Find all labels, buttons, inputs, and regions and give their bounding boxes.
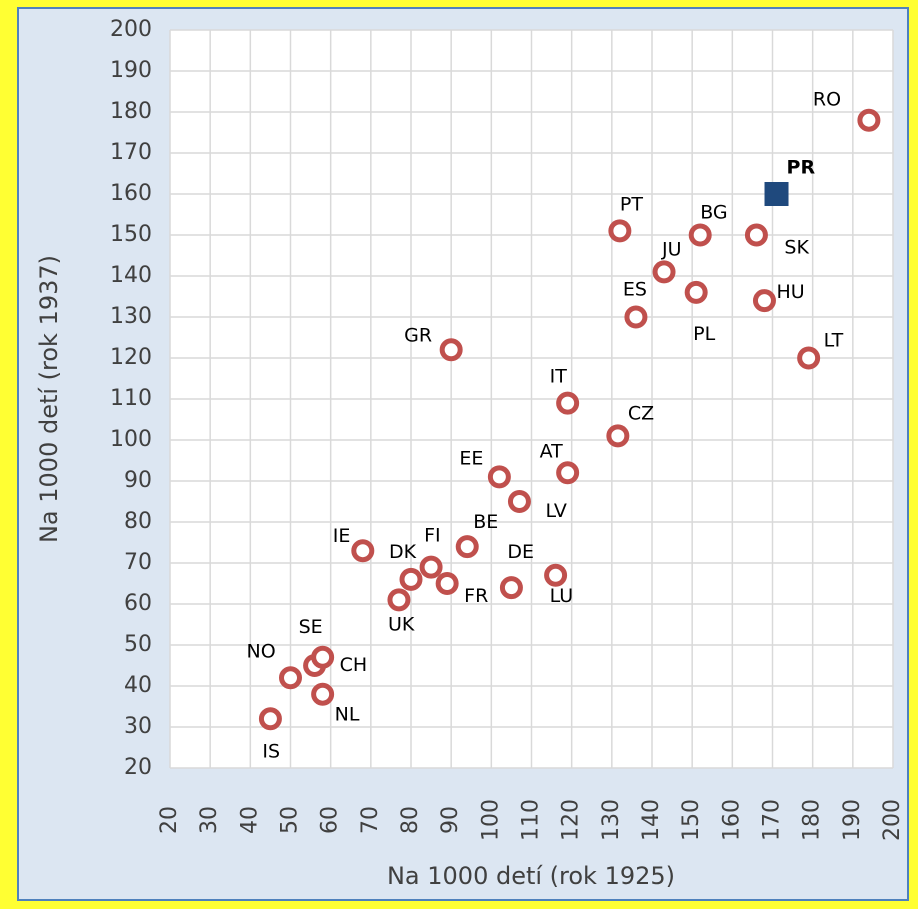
point bbox=[387, 588, 411, 612]
x-tick-label: 110 bbox=[519, 799, 544, 841]
y-tick-label: 60 bbox=[124, 591, 152, 616]
y-axis-title: Na 1000 detí (rok 1937) bbox=[35, 255, 63, 543]
point-label: NL bbox=[335, 704, 360, 726]
point bbox=[351, 539, 375, 563]
point-label: PR bbox=[787, 157, 816, 179]
point bbox=[507, 490, 531, 513]
x-tick-label: 190 bbox=[840, 799, 865, 841]
y-tick-label: 180 bbox=[110, 99, 152, 124]
point-label: UK bbox=[388, 613, 415, 635]
x-axis-title: Na 1000 detí (rok 1925) bbox=[387, 862, 675, 890]
y-tick-label: 20 bbox=[124, 755, 152, 780]
x-tick-label: 180 bbox=[800, 799, 825, 841]
y-tick-label: 170 bbox=[110, 140, 152, 165]
point bbox=[857, 108, 881, 132]
point bbox=[608, 219, 632, 243]
x-tick-label: 90 bbox=[438, 806, 463, 834]
x-tick-label: 130 bbox=[599, 799, 624, 841]
x-tick-label: 60 bbox=[318, 806, 343, 834]
point bbox=[544, 563, 568, 587]
y-tick-label: 130 bbox=[110, 304, 152, 329]
x-tick-label: 140 bbox=[639, 799, 664, 841]
point bbox=[279, 666, 302, 690]
y-tick-label: 100 bbox=[110, 427, 152, 452]
point bbox=[258, 707, 282, 731]
point bbox=[499, 576, 523, 600]
point-label: LV bbox=[545, 500, 567, 522]
point-label: HU bbox=[776, 281, 804, 303]
point-label: LU bbox=[550, 585, 574, 607]
point-label: BG bbox=[700, 202, 727, 224]
point-label: IS bbox=[262, 740, 280, 762]
point bbox=[606, 424, 630, 448]
point-label: NO bbox=[247, 640, 276, 662]
point-label: AT bbox=[540, 440, 564, 462]
point bbox=[435, 572, 459, 595]
point-label: ES bbox=[623, 279, 647, 301]
point bbox=[752, 289, 776, 313]
point-label: JU bbox=[661, 238, 682, 260]
point-label: FR bbox=[464, 585, 488, 607]
y-tick-label: 50 bbox=[124, 632, 152, 657]
y-tick-label: 30 bbox=[124, 714, 152, 739]
point bbox=[556, 391, 580, 415]
y-tick-label: 150 bbox=[110, 222, 152, 247]
point bbox=[556, 461, 580, 485]
point-label: PT bbox=[620, 193, 643, 215]
point-label: BE bbox=[473, 511, 498, 533]
point bbox=[399, 567, 423, 591]
point-label: IE bbox=[333, 525, 351, 547]
point-label: EE bbox=[459, 447, 483, 469]
point bbox=[439, 338, 463, 362]
x-tick-label: 200 bbox=[880, 799, 905, 841]
point-label: RO bbox=[813, 89, 841, 111]
point-label: IT bbox=[550, 366, 568, 388]
x-tick-label: 160 bbox=[719, 799, 744, 841]
point bbox=[744, 223, 768, 247]
point-label: DK bbox=[389, 541, 417, 563]
point-label: FI bbox=[424, 525, 441, 547]
point bbox=[684, 280, 708, 304]
y-tick-label: 160 bbox=[110, 181, 152, 206]
y-tick-label: 90 bbox=[124, 468, 152, 493]
point-label: GR bbox=[404, 324, 432, 346]
point bbox=[797, 346, 821, 370]
x-tick-label: 150 bbox=[679, 799, 704, 841]
point bbox=[311, 645, 335, 669]
x-tick-label: 40 bbox=[237, 806, 262, 834]
point bbox=[764, 182, 789, 206]
y-tick-label: 70 bbox=[124, 550, 152, 575]
point bbox=[652, 260, 676, 284]
point-label: LT bbox=[824, 330, 844, 352]
point-label: PL bbox=[693, 323, 715, 345]
x-tick-label: 20 bbox=[157, 806, 182, 834]
y-tick-label: 140 bbox=[110, 263, 152, 288]
point-label: SK bbox=[784, 237, 809, 259]
x-tick-label: 50 bbox=[278, 806, 303, 834]
point-label: CZ bbox=[628, 402, 654, 424]
point bbox=[487, 465, 511, 489]
y-tick-label: 40 bbox=[124, 673, 152, 698]
x-tick-label: 100 bbox=[478, 799, 503, 841]
x-tick-label: 30 bbox=[197, 806, 222, 834]
x-tick-label: 120 bbox=[559, 799, 584, 841]
y-tick-label: 120 bbox=[110, 345, 152, 370]
point bbox=[419, 555, 443, 579]
point-label: CH bbox=[340, 654, 368, 676]
y-tick-label: 190 bbox=[110, 58, 152, 83]
point bbox=[688, 223, 712, 247]
x-tick-label: 170 bbox=[760, 799, 785, 841]
point-label: DE bbox=[507, 541, 534, 563]
point-label: SE bbox=[299, 616, 323, 638]
point bbox=[624, 305, 648, 329]
y-tick-label: 110 bbox=[110, 386, 152, 411]
x-tick-label: 70 bbox=[358, 806, 383, 834]
point bbox=[455, 535, 479, 559]
y-tick-label: 200 bbox=[110, 17, 152, 42]
x-tick-label: 80 bbox=[398, 806, 423, 834]
y-tick-label: 80 bbox=[124, 509, 152, 534]
point bbox=[311, 682, 335, 706]
